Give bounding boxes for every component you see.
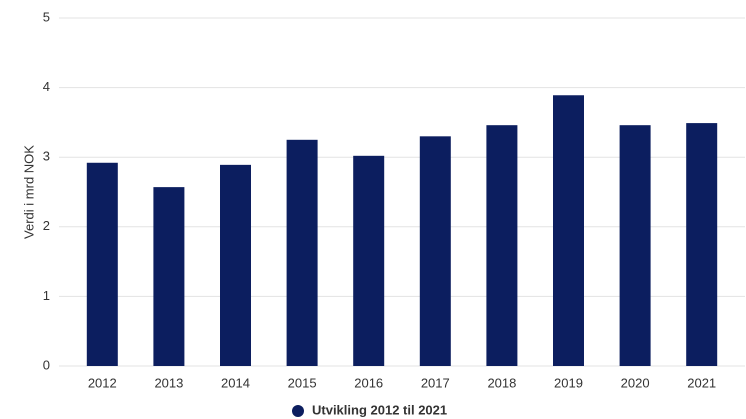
y-tick-label: 4 [43, 79, 50, 94]
x-tick-label: 2021 [687, 375, 716, 390]
x-tick-label: 2013 [154, 375, 183, 390]
legend-label: Utvikling 2012 til 2021 [312, 402, 447, 417]
bar [286, 139, 318, 366]
x-tick-label: 2017 [421, 375, 450, 390]
bar [220, 164, 251, 366]
x-tick-label: 2015 [288, 375, 317, 390]
legend-marker [292, 405, 304, 417]
x-tick-label: 2020 [621, 375, 650, 390]
x-tick-label: 2018 [487, 375, 516, 390]
bar [619, 125, 651, 367]
y-tick-label: 2 [43, 218, 50, 233]
x-tick-label: 2014 [221, 375, 250, 390]
bar [419, 136, 451, 366]
bar [486, 125, 518, 367]
y-tick-label: 1 [43, 288, 50, 303]
bar [153, 187, 185, 366]
bar [553, 95, 584, 367]
bar [686, 123, 718, 366]
bar [353, 155, 385, 366]
x-tick-label: 2016 [354, 375, 383, 390]
bar [86, 162, 118, 366]
y-tick-label: 3 [43, 149, 50, 164]
x-tick-label: 2019 [554, 375, 583, 390]
x-tick-label: 2012 [88, 375, 117, 390]
y-axis-label: Verdi i mrd NOK [21, 145, 36, 239]
y-tick-label: 0 [43, 357, 50, 372]
y-tick-label: 5 [43, 9, 50, 24]
